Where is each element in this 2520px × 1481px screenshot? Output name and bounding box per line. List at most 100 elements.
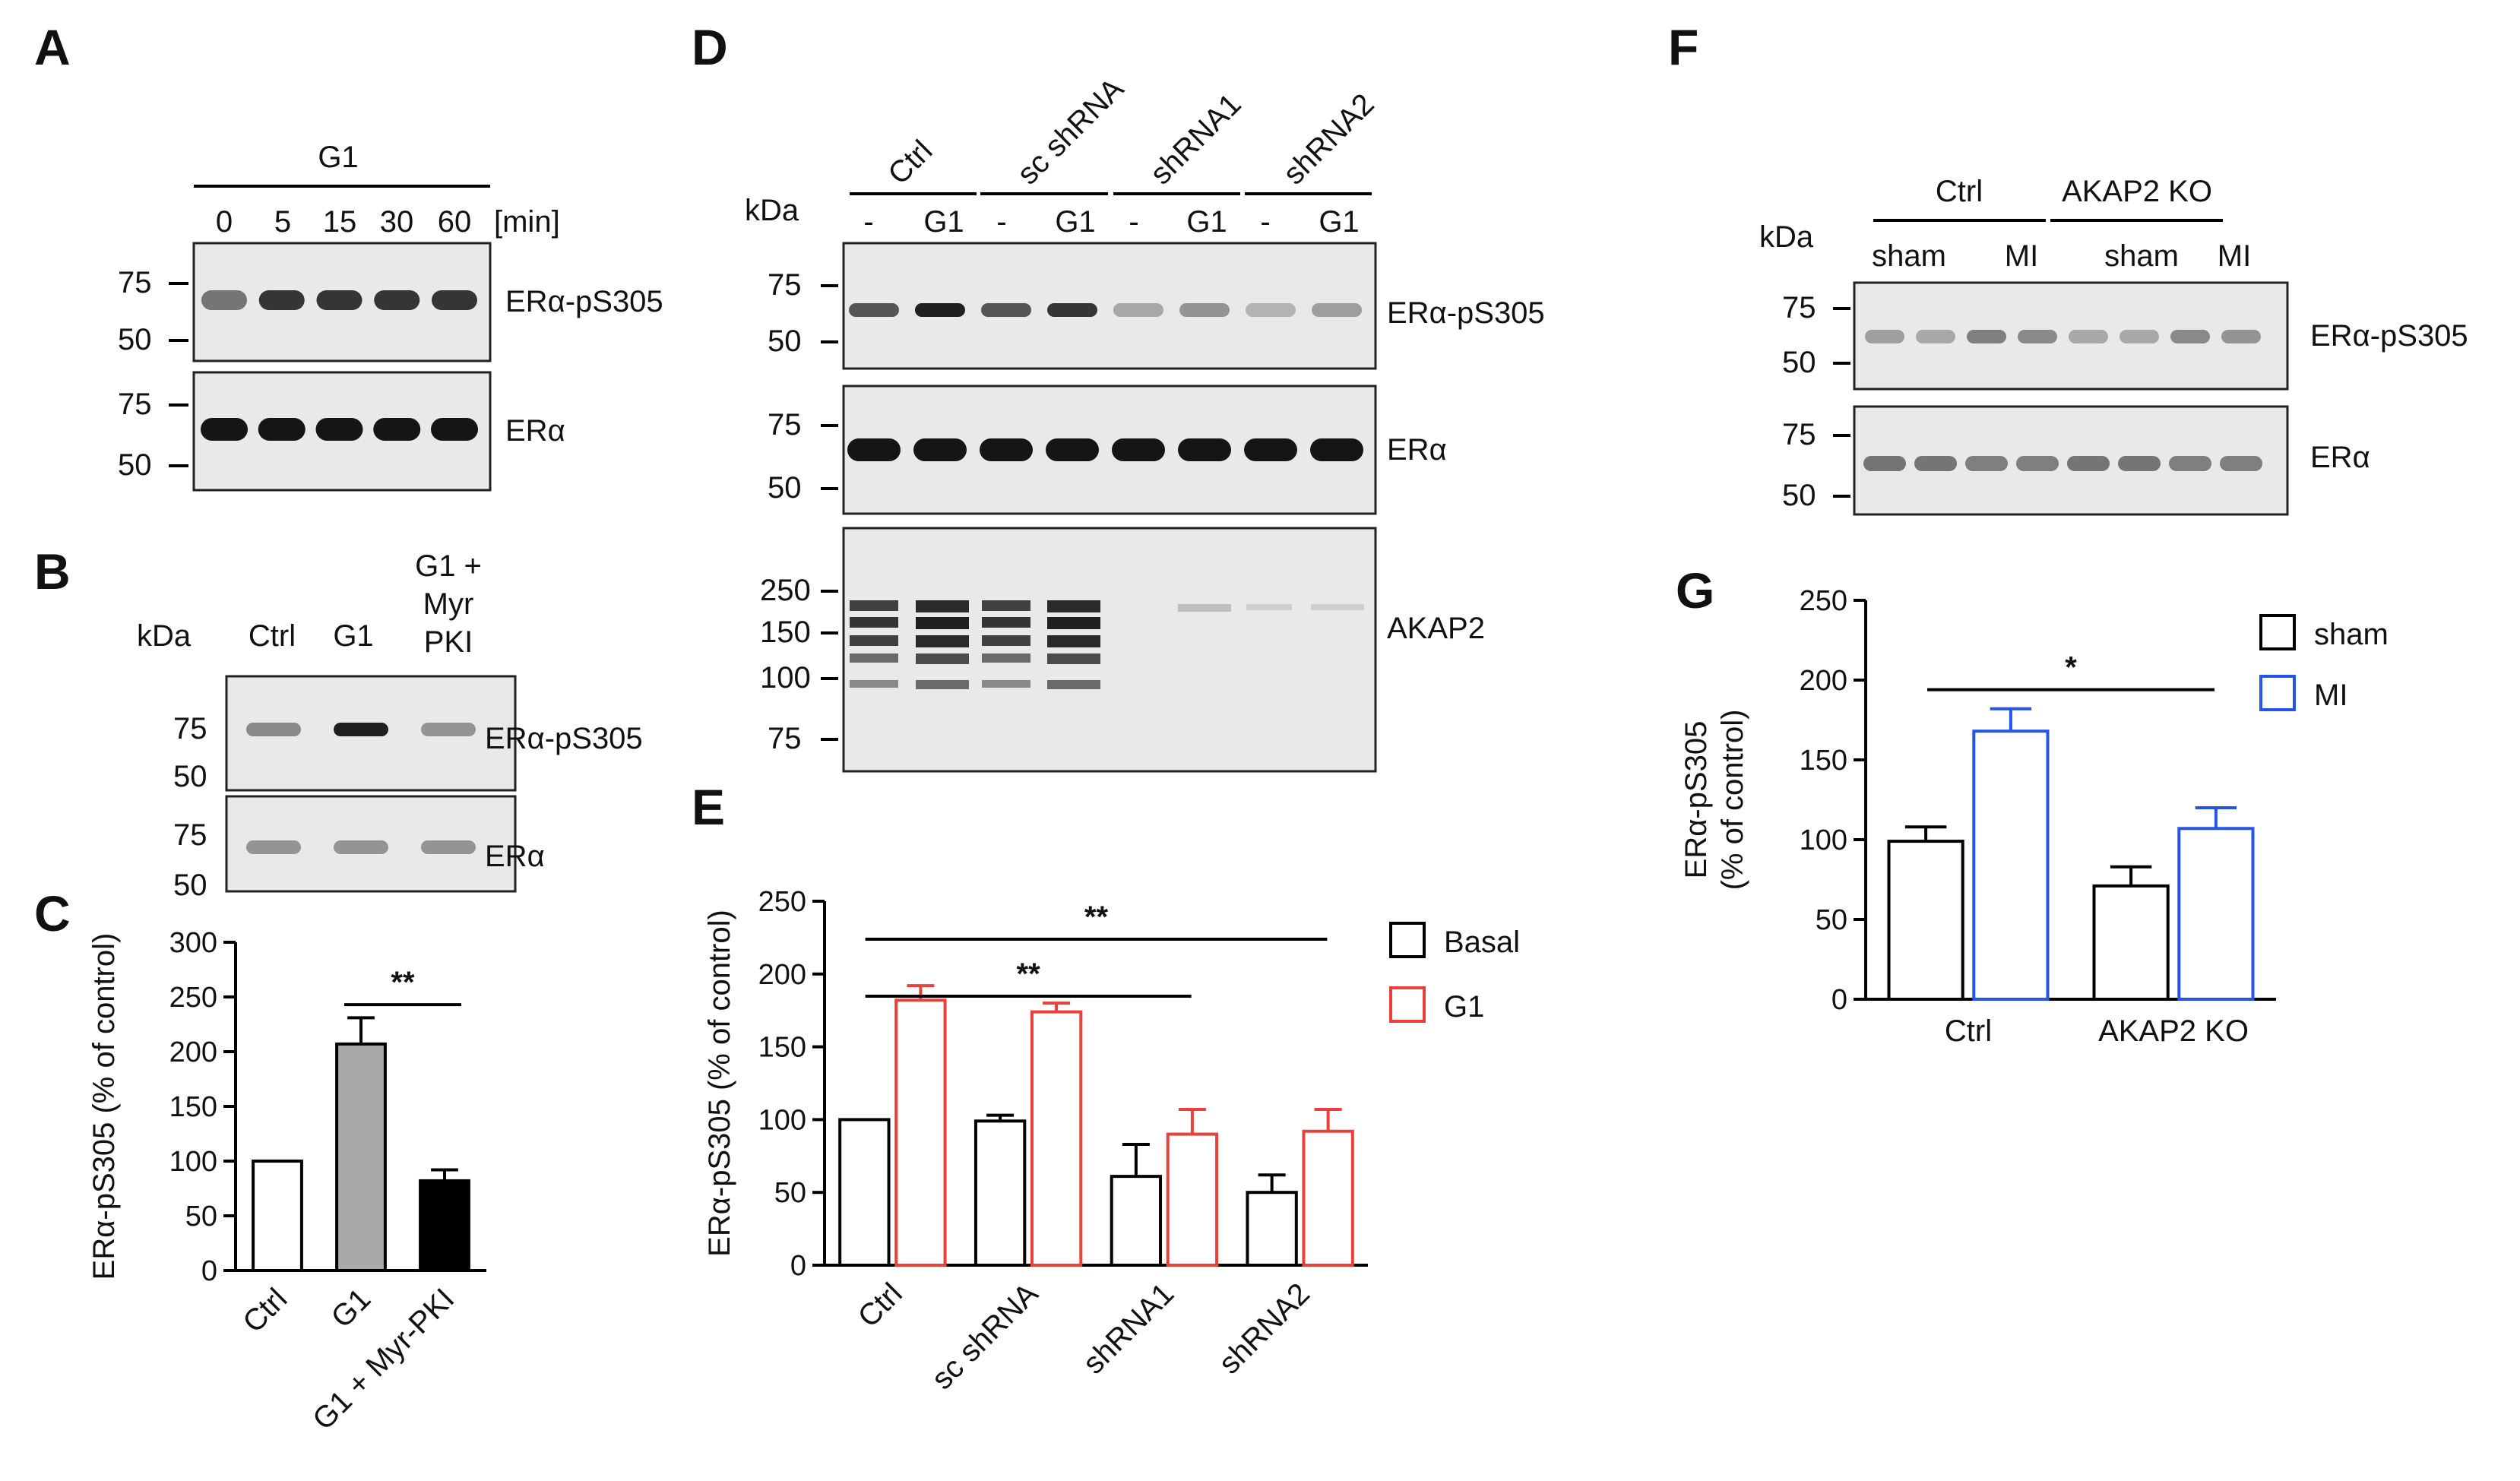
band bbox=[374, 290, 420, 310]
band bbox=[916, 600, 969, 612]
band bbox=[421, 840, 476, 854]
mw-marker: 75 bbox=[118, 266, 152, 299]
blot-strip-pS305 bbox=[1853, 281, 2289, 391]
bar-sham bbox=[2092, 884, 2170, 1002]
mw-marker: 50 bbox=[173, 869, 207, 902]
lane-label: sham bbox=[2104, 239, 2179, 273]
bar bbox=[419, 1179, 470, 1273]
significance-label: ** bbox=[391, 966, 415, 999]
mw-marker: 75 bbox=[768, 408, 802, 441]
panel-label-e: E bbox=[692, 779, 725, 835]
band bbox=[2120, 330, 2159, 343]
band bbox=[1047, 653, 1100, 664]
band bbox=[850, 680, 898, 688]
target-label: ERα-pS305 bbox=[2310, 319, 2468, 353]
x-tick-label: shRNA2 bbox=[1213, 1277, 1316, 1380]
lane-label: G1 bbox=[1319, 205, 1359, 239]
y-tick-label: 50 bbox=[185, 1201, 217, 1233]
band bbox=[432, 290, 477, 310]
band bbox=[1046, 438, 1099, 461]
timepoint-label: 60 bbox=[438, 205, 472, 239]
x-tick-label: Ctrl bbox=[1945, 1014, 1992, 1048]
band bbox=[373, 418, 421, 441]
y-tick-label: 150 bbox=[169, 1091, 217, 1123]
lane-label: G1 bbox=[923, 205, 964, 239]
bar-g1 bbox=[1030, 1010, 1083, 1267]
mw-marker: 50 bbox=[1782, 346, 1816, 379]
band bbox=[1244, 438, 1297, 461]
panel-label-f: F bbox=[1668, 19, 1698, 75]
band bbox=[2069, 330, 2108, 343]
blot-f: Ctrl AKAP2 KO kDa sham MI sham MI 75 50 … bbox=[1759, 175, 2468, 516]
band bbox=[1914, 456, 1957, 471]
mw-marker: 75 bbox=[768, 268, 802, 302]
blot-strip-akap2 bbox=[842, 527, 1377, 773]
bar bbox=[335, 1042, 387, 1273]
band bbox=[980, 438, 1033, 461]
legend-label: sham bbox=[2314, 618, 2389, 651]
bar-mi bbox=[2177, 827, 2255, 1002]
mw-marker: 75 bbox=[768, 722, 802, 755]
panel-label-b: B bbox=[34, 543, 71, 600]
band bbox=[915, 303, 965, 317]
band bbox=[982, 617, 1030, 628]
mw-marker: 50 bbox=[1782, 479, 1816, 512]
lane-label: - bbox=[1260, 205, 1270, 239]
x-tick-label: Ctrl bbox=[852, 1277, 909, 1334]
mw-marker: 150 bbox=[760, 616, 811, 649]
y-tick-label: 300 bbox=[169, 927, 217, 959]
band bbox=[1178, 604, 1231, 612]
time-unit-label: [min] bbox=[494, 205, 560, 239]
band bbox=[334, 840, 388, 854]
bar-sham bbox=[1887, 840, 1964, 1001]
band bbox=[1246, 303, 1296, 317]
legend-label: G1 bbox=[1444, 990, 1484, 1024]
band bbox=[1863, 456, 1906, 471]
blot-d: Ctrl sc shRNA shRNA1 shRNA2 kDa - G1 - G… bbox=[745, 71, 1545, 773]
y-tick-label: 200 bbox=[758, 959, 806, 991]
bar-basal bbox=[1246, 1191, 1298, 1267]
panel-label-d: D bbox=[692, 19, 728, 75]
band bbox=[916, 653, 969, 664]
lane-label: MI bbox=[2005, 239, 2038, 273]
band bbox=[850, 617, 898, 628]
target-label: AKAP2 bbox=[1387, 612, 1485, 645]
band bbox=[1246, 604, 1292, 610]
chart-c: 0 50 100 150 200 250 300 ERα-pS305 (% of contro… bbox=[87, 927, 486, 1436]
target-label: ERα bbox=[505, 414, 565, 448]
kda-label: kDa bbox=[1759, 220, 1814, 254]
y-tick-label: 250 bbox=[169, 982, 217, 1014]
band bbox=[246, 840, 301, 854]
lane-label: sham bbox=[1872, 239, 1946, 273]
mw-marker: 50 bbox=[768, 471, 802, 505]
band bbox=[2220, 456, 2262, 471]
group-label: Ctrl bbox=[1936, 175, 1983, 208]
mw-marker: 100 bbox=[760, 661, 811, 695]
x-tick-label: shRNA1 bbox=[1077, 1277, 1180, 1380]
band bbox=[421, 723, 476, 736]
band bbox=[258, 290, 305, 310]
band bbox=[1047, 600, 1100, 612]
y-tick-label: 100 bbox=[1800, 824, 1847, 856]
y-axis-label: ERα-pS305 (% of control) bbox=[703, 910, 736, 1257]
band bbox=[982, 635, 1030, 646]
panel-label-c: C bbox=[34, 885, 71, 941]
significance-label: * bbox=[2065, 651, 2077, 685]
akap2-band-ladder bbox=[850, 600, 1364, 689]
significance-label: ** bbox=[1084, 900, 1109, 934]
legend-swatch bbox=[1389, 986, 1426, 1023]
lane-label: - bbox=[996, 205, 1006, 239]
band bbox=[1179, 303, 1230, 317]
y-tick-label: 0 bbox=[790, 1250, 806, 1282]
band bbox=[1047, 635, 1100, 647]
bar-g1 bbox=[894, 998, 947, 1267]
mw-marker: 50 bbox=[118, 448, 152, 482]
y-axis-label: ERα-pS305 (% of control) bbox=[87, 933, 121, 1280]
chart-g: 0 50 100 150 200 250 ERα-pS305 (% of control) Ct… bbox=[1679, 585, 2389, 1048]
lane-label: - bbox=[863, 205, 873, 239]
y-tick-label: 0 bbox=[1831, 984, 1847, 1016]
band bbox=[431, 418, 478, 441]
band bbox=[2170, 330, 2210, 343]
y-tick-label: 250 bbox=[758, 886, 806, 918]
y-tick-label: 200 bbox=[1800, 665, 1847, 697]
